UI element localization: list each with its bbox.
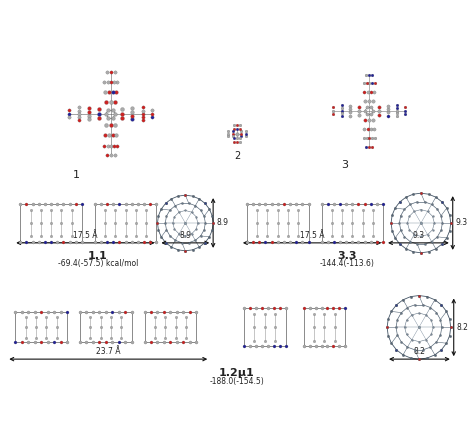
Text: 2: 2 xyxy=(234,152,240,161)
Text: 17.5 Å: 17.5 Å xyxy=(300,231,324,240)
Text: 8.2: 8.2 xyxy=(413,347,425,356)
Text: 8.9: 8.9 xyxy=(216,218,228,228)
Text: 9.3: 9.3 xyxy=(456,218,468,228)
Text: 17.5 Å: 17.5 Å xyxy=(73,231,98,240)
Text: 23.7 Å: 23.7 Å xyxy=(96,347,120,356)
Text: -69.4(-57.5) kcal/mol: -69.4(-57.5) kcal/mol xyxy=(58,259,138,268)
Text: 1.1: 1.1 xyxy=(88,251,108,261)
Text: 3.3: 3.3 xyxy=(337,251,357,261)
Text: 8.9: 8.9 xyxy=(179,231,191,240)
Text: 8.2: 8.2 xyxy=(457,323,469,332)
Text: 1.2μ1: 1.2μ1 xyxy=(219,368,255,378)
Text: 3: 3 xyxy=(341,160,348,171)
Text: 1: 1 xyxy=(73,170,80,180)
Text: -144.4(-113.6): -144.4(-113.6) xyxy=(320,259,375,268)
Text: -188.0(-154.5): -188.0(-154.5) xyxy=(210,377,264,386)
Text: 9.3: 9.3 xyxy=(412,231,425,240)
